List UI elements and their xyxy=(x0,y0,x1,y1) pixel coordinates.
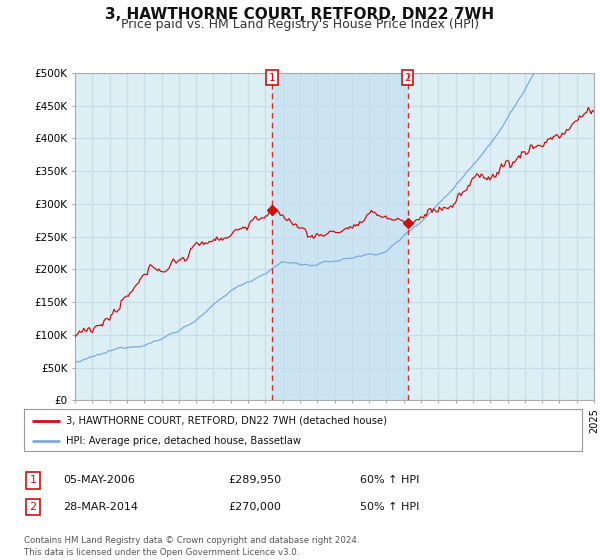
Text: 2: 2 xyxy=(29,502,37,512)
Text: 2: 2 xyxy=(404,73,411,83)
Text: Price paid vs. HM Land Registry's House Price Index (HPI): Price paid vs. HM Land Registry's House … xyxy=(121,18,479,31)
Bar xyxy=(272,73,407,400)
Text: £289,950: £289,950 xyxy=(228,475,281,486)
Text: 3, HAWTHORNE COURT, RETFORD, DN22 7WH: 3, HAWTHORNE COURT, RETFORD, DN22 7WH xyxy=(106,7,494,22)
Text: HPI: Average price, detached house, Bassetlaw: HPI: Average price, detached house, Bass… xyxy=(66,436,301,446)
Text: 05-MAY-2006: 05-MAY-2006 xyxy=(63,475,135,486)
Text: 60% ↑ HPI: 60% ↑ HPI xyxy=(360,475,419,486)
Text: 28-MAR-2014: 28-MAR-2014 xyxy=(63,502,138,512)
Text: 1: 1 xyxy=(268,73,275,83)
Text: £270,000: £270,000 xyxy=(228,502,281,512)
Text: Contains HM Land Registry data © Crown copyright and database right 2024.
This d: Contains HM Land Registry data © Crown c… xyxy=(24,536,359,557)
Text: 1: 1 xyxy=(29,475,37,486)
Text: 50% ↑ HPI: 50% ↑ HPI xyxy=(360,502,419,512)
Text: 3, HAWTHORNE COURT, RETFORD, DN22 7WH (detached house): 3, HAWTHORNE COURT, RETFORD, DN22 7WH (d… xyxy=(66,416,387,426)
